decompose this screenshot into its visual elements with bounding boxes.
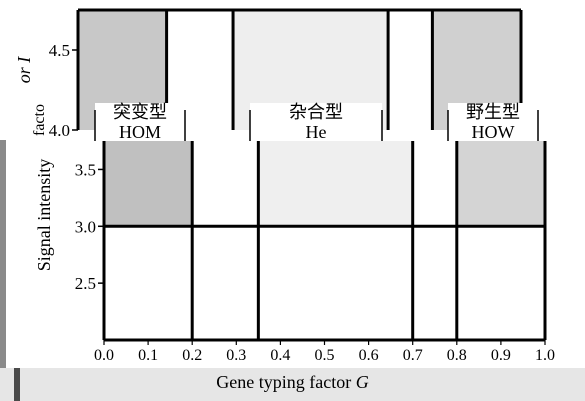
x-tick-label-2: 0.2 xyxy=(182,347,202,364)
top-cell-3 xyxy=(388,10,433,130)
bottom-cell-3 xyxy=(412,141,457,227)
region-label-en-1: He xyxy=(306,122,327,142)
bottom-cell-4 xyxy=(456,141,545,227)
x-axis-label-text: Gene typing factor xyxy=(216,372,352,392)
region-label-en-0: HOM xyxy=(119,122,161,142)
bottom-y-tick-label-2: 2.5 xyxy=(75,274,96,293)
bottom-y-tick-label-1: 3.0 xyxy=(75,217,96,236)
bottom-cell-2 xyxy=(258,141,413,227)
y-axis-label: Signal intensity xyxy=(34,159,54,272)
footer-stripe xyxy=(14,368,20,401)
left-edge-stripe xyxy=(0,140,6,368)
x-tick-label-10: 1.0 xyxy=(535,347,555,364)
bottom-cell-0 xyxy=(104,141,193,227)
top-ylabel-fragment-2: facto xyxy=(31,104,48,136)
region-label-box-0 xyxy=(95,103,185,141)
x-tick-label-4: 0.4 xyxy=(270,347,290,364)
x-axis-label: Gene typing factor G xyxy=(0,372,585,393)
top-y-tick-label-1: 4.0 xyxy=(49,121,70,140)
region-label-en-2: HOW xyxy=(472,122,515,142)
region-label-cn-0: 突变型 xyxy=(113,102,167,122)
top-y-tick-label-0: 4.5 xyxy=(49,41,70,60)
region-label-box-2 xyxy=(448,103,538,141)
region-label-box-1 xyxy=(250,103,382,141)
region-label-cn-1: 杂合型 xyxy=(289,102,343,122)
x-tick-label-3: 0.3 xyxy=(226,347,246,364)
x-tick-label-5: 0.5 xyxy=(315,347,335,364)
x-tick-label-8: 0.8 xyxy=(447,347,467,364)
x-tick-label-6: 0.6 xyxy=(359,347,379,364)
footer-bar xyxy=(0,368,585,401)
x-axis-label-symbol: G xyxy=(355,372,369,392)
bottom-cell-1 xyxy=(192,141,259,227)
x-tick-label-9: 0.9 xyxy=(491,347,511,364)
region-label-cn-2: 野生型 xyxy=(466,102,520,122)
x-tick-label-0: 0.0 xyxy=(94,347,114,364)
x-tick-label-7: 0.7 xyxy=(403,347,423,364)
bottom-y-tick-label-0: 3.5 xyxy=(75,160,96,179)
x-tick-label-1: 0.1 xyxy=(138,347,158,364)
top-ylabel-fragment: or I xyxy=(14,56,34,84)
